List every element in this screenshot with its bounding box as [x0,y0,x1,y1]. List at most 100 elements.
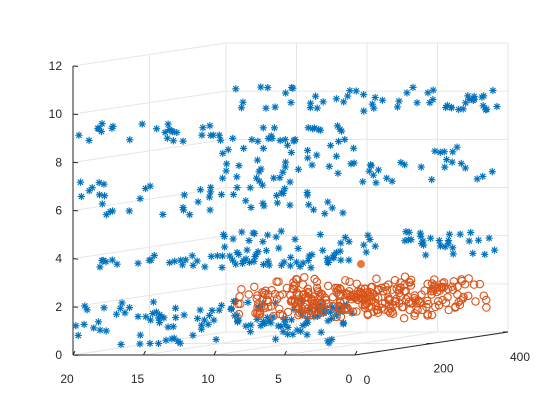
star-stroke [426,99,433,106]
star-stroke [201,316,208,323]
circle-marker [312,277,322,287]
star-marker [283,141,292,149]
circle-marker [252,294,261,303]
star-stroke [369,101,376,108]
x-tick-mark [354,350,358,356]
star-marker [106,208,114,216]
star-marker [428,176,436,184]
star-marker [125,207,133,215]
star-stroke [199,124,206,131]
star-stroke [449,159,456,166]
star-marker [170,334,178,342]
star-stroke [389,178,396,185]
star-stroke [137,195,144,202]
star-stroke [225,146,232,153]
circle-marker [433,297,443,306]
star-marker [316,230,324,239]
circle-marker [314,287,323,297]
star-stroke [307,100,314,107]
circle-marker [261,286,270,296]
star-stroke [252,251,259,258]
star-stroke [219,252,226,259]
circle-marker [439,282,449,292]
star-marker [247,203,255,212]
star-stroke [372,179,379,186]
star-marker [337,256,345,264]
star-marker [370,104,378,112]
star-stroke [179,261,186,268]
star-marker [212,335,220,344]
circle-marker [339,305,349,315]
circle-marker [405,278,415,287]
star-stroke [189,332,196,339]
star-stroke [277,137,284,144]
star-stroke [232,261,239,268]
star-marker [218,263,226,272]
circle-marker [395,288,404,298]
star-stroke [259,238,266,245]
circle-marker [236,299,245,309]
star-marker [393,103,402,111]
circle-marker [288,295,297,305]
star-marker [76,178,85,186]
star-stroke [340,319,347,326]
star-stroke [318,329,325,336]
star-marker [178,261,186,269]
star-marker [422,251,430,259]
star-stroke [383,175,390,182]
star-stroke [75,332,82,339]
star-marker [245,237,253,245]
star-marker [359,178,367,186]
circle-marker [283,307,293,317]
star-marker [277,189,286,197]
star-marker [282,89,290,97]
star-marker [388,177,396,185]
z-tick-label: 2 [55,300,62,314]
star-marker [313,151,321,159]
star-marker [136,340,144,348]
star-stroke [403,89,410,96]
circle-marker [455,300,465,310]
star-marker [252,251,260,259]
star-marker [474,236,483,244]
star-stroke [282,89,289,96]
star-marker [189,331,197,339]
star-stroke [260,318,267,325]
star-marker [164,323,172,331]
star-marker [94,124,102,132]
circle-marker [303,289,313,298]
star-marker [262,104,270,112]
star-marker [339,209,347,217]
star-marker [262,246,270,255]
star-stroke [219,175,226,182]
star-stroke [312,93,319,100]
circle-marker [365,287,375,297]
star-stroke [81,321,88,328]
axis-layer [72,65,509,356]
star-stroke [114,261,121,268]
star-marker [493,102,501,111]
star-stroke [137,332,144,339]
star-stroke [409,84,417,91]
star-marker [345,237,353,246]
star-stroke [126,136,133,143]
star-stroke [250,229,257,236]
star-marker [206,122,214,130]
star-marker [359,91,368,99]
data-layer [72,83,501,348]
star-marker [489,86,497,95]
star-stroke [288,149,295,156]
star-marker [205,193,213,201]
star-stroke [260,145,267,152]
star-stroke [260,261,267,268]
star-marker [426,234,435,242]
star-marker [246,184,254,192]
star-stroke [109,123,116,130]
star-stroke [271,124,278,131]
star-stroke [475,237,482,244]
circle-marker [282,283,292,293]
star-stroke [330,252,337,259]
star-marker [395,97,403,105]
star-marker [232,260,240,268]
star-marker [372,179,380,187]
